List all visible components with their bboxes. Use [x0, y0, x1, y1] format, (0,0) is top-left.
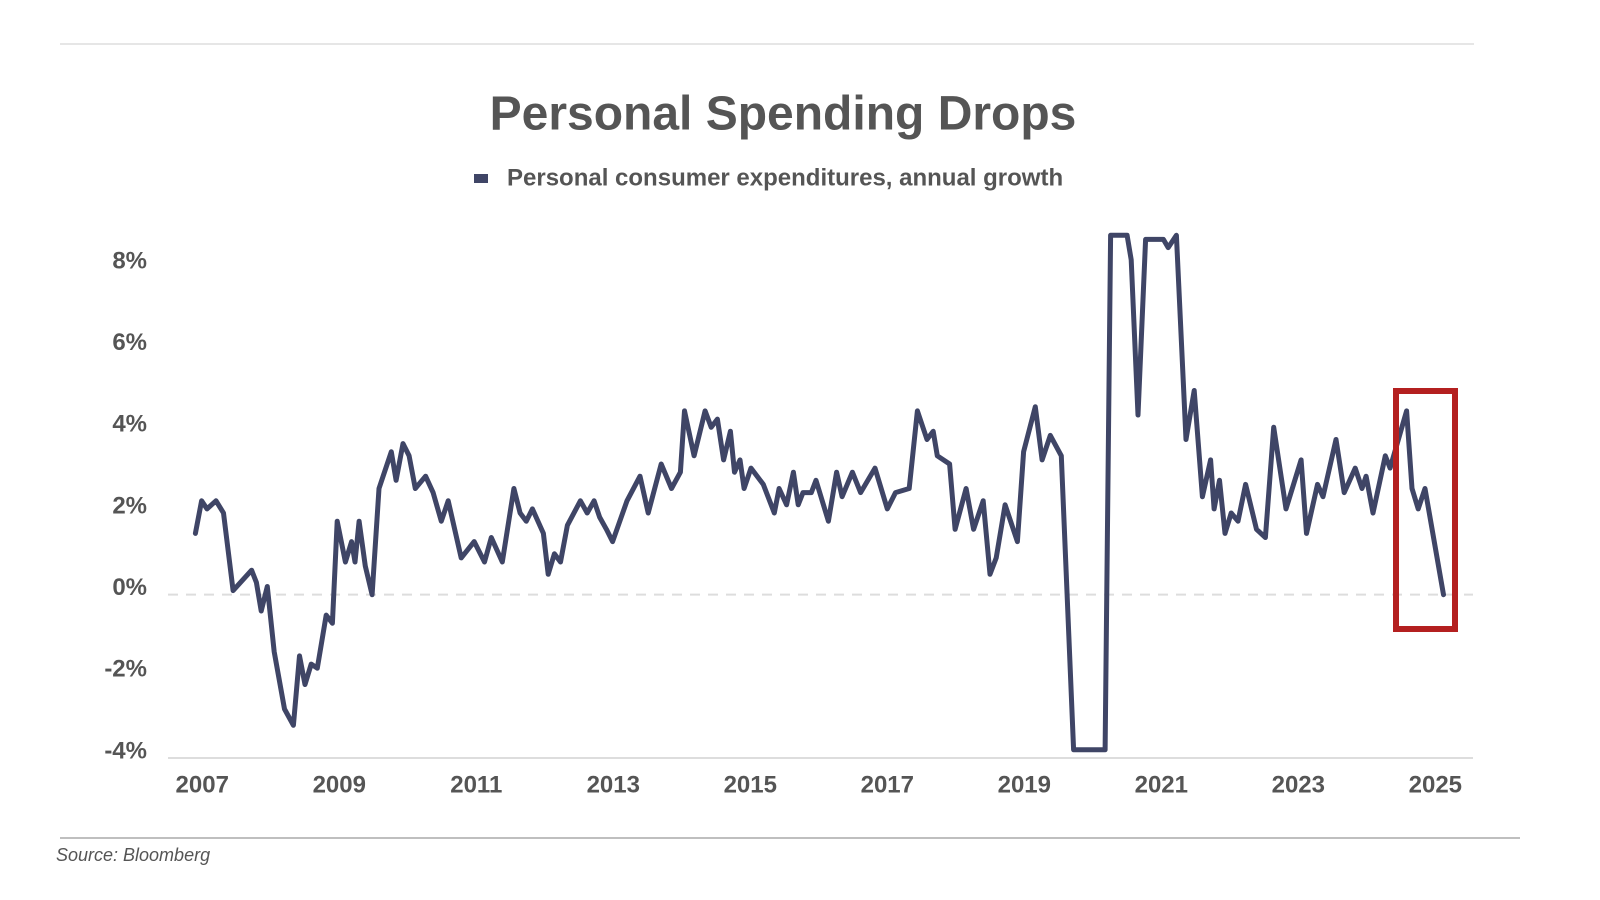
- x-tick-label: 2013: [587, 771, 640, 798]
- y-tick-label: 4%: [112, 411, 147, 438]
- legend-label: Personal consumer expenditures, annual g…: [507, 164, 1063, 191]
- x-tick-label: 2021: [1135, 771, 1188, 798]
- y-tick-label: -4%: [104, 737, 147, 764]
- y-tick-label: 2%: [112, 492, 147, 519]
- x-tick-label: 2023: [1272, 771, 1325, 798]
- y-tick-label: -2%: [104, 656, 147, 683]
- x-tick-label: 2019: [998, 771, 1051, 798]
- y-tick-label: 8%: [112, 247, 147, 274]
- x-tick-label: 2015: [724, 771, 777, 798]
- legend-marker: [474, 174, 488, 183]
- x-tick-label: 2007: [176, 771, 229, 798]
- highlight-box: [1393, 388, 1458, 632]
- x-tick-label: 2025: [1409, 771, 1462, 798]
- x-tick-label: 2009: [313, 771, 366, 798]
- plot-area: -4% -2% 0% 2% 4% 6% 8% 2007 2009 2011 2013 2015 2017…: [104, 232, 1473, 798]
- series-line: [192, 232, 1446, 753]
- source-note: Source: Bloomberg: [56, 845, 210, 865]
- chart-title: Personal Spending Drops: [490, 88, 1077, 141]
- x-tick-label: 2011: [450, 771, 502, 798]
- y-tick-label: 6%: [112, 329, 147, 356]
- x-tick-label: 2017: [861, 771, 914, 798]
- y-tick-label: 0%: [112, 574, 147, 601]
